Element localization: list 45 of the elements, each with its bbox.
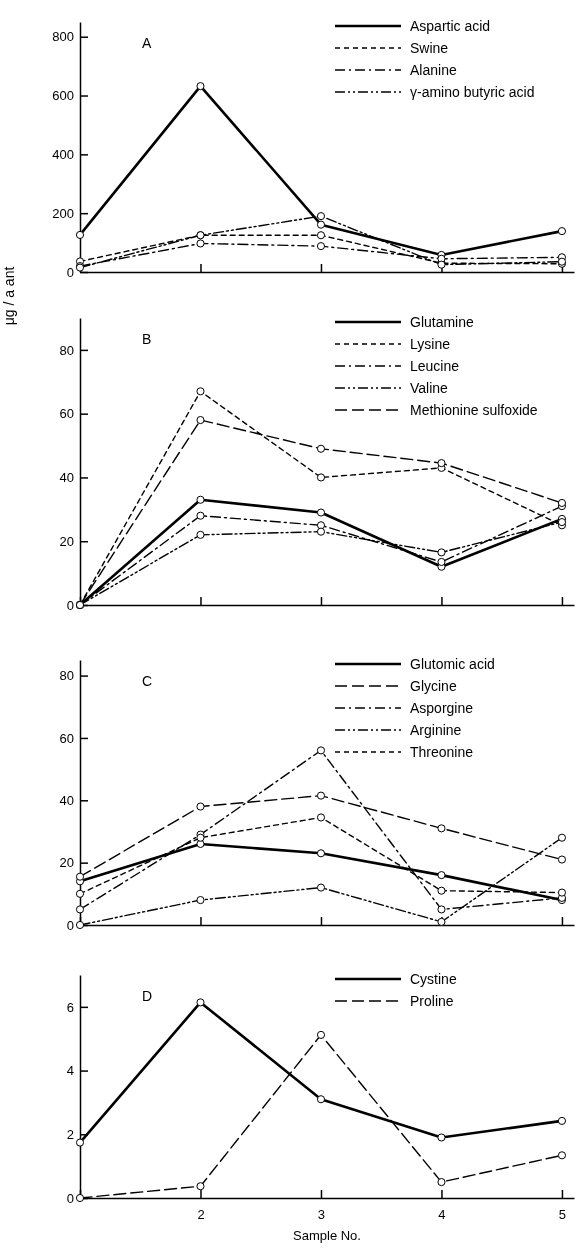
text: B: [142, 331, 152, 347]
legend-label: Glycine: [410, 678, 457, 694]
y-tick-label: 60: [59, 406, 74, 422]
legend-label: Arginine: [410, 722, 462, 738]
text: D: [142, 988, 153, 1004]
y-tick-label: 4: [66, 1063, 74, 1079]
text: C: [142, 673, 153, 689]
x-tick-label: 3: [317, 1207, 326, 1223]
legend-label: Valine: [410, 380, 449, 396]
y-tick-label: 80: [59, 668, 74, 684]
y-tick-label: 0: [66, 597, 74, 613]
legend-label: Aspartic acid: [410, 18, 491, 34]
y-tick-label: 60: [59, 730, 74, 746]
x-axis-title: Sample No.: [293, 1228, 361, 1243]
x-tick-label: 2: [197, 1207, 205, 1223]
legend-label: Threonine: [410, 744, 474, 760]
y-tick-label: 0: [66, 1190, 74, 1206]
legend-label: Cystine: [410, 971, 457, 987]
y-tick-label: 20: [59, 855, 74, 871]
x-tick-label: 5: [558, 1207, 567, 1223]
y-tick-label: 0: [66, 264, 74, 280]
y-tick-label: 40: [59, 470, 74, 486]
legend-label: γ-amino butyric acid: [410, 84, 535, 100]
legend-label: Glutomic acid: [410, 656, 495, 672]
y-tick-label: 80: [59, 342, 74, 358]
y-tick-label: 40: [59, 792, 74, 808]
y-tick-label: 20: [59, 533, 74, 549]
legend-label: Lysine: [410, 336, 451, 352]
y-tick-label: 600: [52, 88, 74, 104]
y-axis-title: μg / a ant: [1, 266, 17, 326]
legend-label: Leucine: [410, 358, 460, 374]
y-tick-label: 400: [52, 147, 74, 163]
y-tick-label: 800: [52, 29, 74, 45]
legend-label: Methionine sulfoxide: [410, 402, 538, 418]
y-tick-label: 200: [52, 205, 74, 221]
y-tick-label: 0: [66, 917, 74, 933]
legend-label: Swine: [410, 40, 449, 56]
legend-label: Asporgine: [410, 700, 474, 716]
x-tick-label: 4: [438, 1207, 446, 1223]
text: A: [142, 35, 152, 51]
legend-label: Proline: [410, 993, 454, 1009]
legend-label: Glutamine: [410, 314, 475, 330]
y-tick-label: 2: [66, 1126, 74, 1142]
legend-label: Alanine: [410, 62, 457, 78]
y-tick-label: 6: [66, 999, 74, 1015]
